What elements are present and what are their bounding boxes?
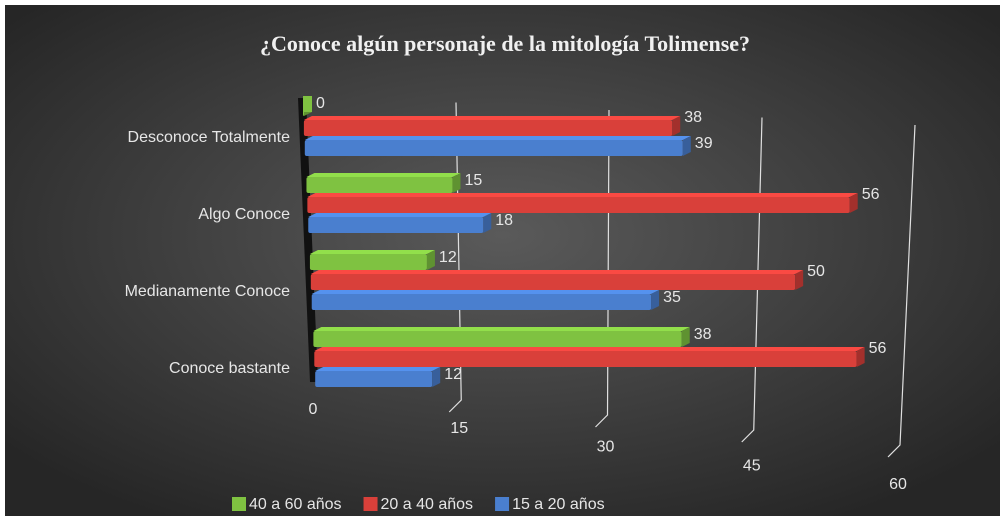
y-tick-label: Conoce bastante bbox=[169, 360, 290, 377]
bar-face bbox=[681, 327, 690, 347]
data-label: 0 bbox=[316, 95, 325, 112]
bar-face bbox=[304, 140, 683, 156]
data-label: 56 bbox=[862, 186, 880, 203]
bar bbox=[307, 193, 858, 213]
bar-face bbox=[313, 331, 682, 347]
bar-face bbox=[314, 351, 857, 367]
bar bbox=[303, 116, 681, 136]
data-label: 38 bbox=[684, 109, 702, 126]
x-tick-label: 15 bbox=[450, 420, 468, 437]
data-label: 18 bbox=[495, 212, 513, 229]
grid-line bbox=[741, 117, 763, 443]
data-label: 39 bbox=[695, 135, 713, 152]
bar-face bbox=[795, 270, 804, 290]
bar-face bbox=[309, 250, 435, 254]
bar-face bbox=[314, 347, 865, 351]
bar bbox=[304, 136, 691, 156]
data-label: 12 bbox=[439, 249, 457, 266]
bar-face bbox=[483, 213, 492, 233]
legend-swatch bbox=[232, 497, 246, 511]
legend-swatch bbox=[363, 497, 378, 511]
x-tick-label: 30 bbox=[597, 439, 615, 456]
x-tick-label: 45 bbox=[743, 457, 761, 474]
axis-wall bbox=[298, 98, 318, 382]
bar-face bbox=[682, 136, 691, 156]
bar bbox=[309, 250, 435, 270]
bar-face bbox=[315, 367, 441, 371]
legend-label: 15 a 20 años bbox=[512, 496, 605, 513]
bar-face bbox=[310, 270, 804, 274]
bar-face bbox=[303, 120, 673, 136]
y-tick-label: Algo Conoce bbox=[198, 206, 290, 223]
chart-title: ¿Conoce algún personaje de la mitología … bbox=[260, 31, 750, 56]
bar-face bbox=[311, 290, 660, 294]
data-label: 35 bbox=[663, 289, 681, 306]
bar-face bbox=[310, 274, 796, 290]
bar-face bbox=[307, 197, 850, 213]
data-label: 50 bbox=[807, 263, 825, 280]
bar-face bbox=[306, 177, 453, 193]
bar-face bbox=[308, 213, 492, 217]
bar-face bbox=[849, 193, 858, 213]
legend-swatch bbox=[495, 497, 510, 511]
grid-line bbox=[887, 124, 916, 458]
bar-face bbox=[306, 173, 461, 177]
bar-face bbox=[856, 347, 865, 367]
data-label: 15 bbox=[464, 172, 482, 189]
bar bbox=[310, 270, 804, 290]
bar-face bbox=[313, 327, 690, 331]
bar bbox=[308, 213, 492, 233]
data-label: 12 bbox=[444, 366, 462, 383]
bar-face bbox=[304, 136, 691, 140]
bar-face bbox=[303, 96, 312, 112]
bar bbox=[314, 347, 865, 367]
data-label: 38 bbox=[694, 326, 712, 343]
bar-face bbox=[303, 116, 681, 120]
bar bbox=[303, 96, 312, 116]
y-tick-label: Medianamente Conoce bbox=[125, 283, 291, 300]
bar-face bbox=[432, 367, 441, 387]
bar-face bbox=[307, 193, 858, 197]
legend-label: 20 a 40 años bbox=[381, 496, 474, 513]
legend-label: 40 a 60 años bbox=[249, 496, 342, 513]
bar-face bbox=[452, 173, 461, 193]
data-label: 56 bbox=[869, 340, 887, 357]
bar-face bbox=[315, 371, 433, 387]
y-tick-label: Desconoce Totalmente bbox=[128, 129, 291, 146]
x-tick-label: 60 bbox=[889, 476, 907, 493]
background bbox=[5, 5, 1000, 516]
bar-face bbox=[426, 250, 435, 270]
bar bbox=[313, 327, 690, 347]
bar bbox=[315, 367, 441, 387]
bar-face bbox=[651, 290, 660, 310]
bar-face bbox=[308, 217, 484, 233]
x-tick-label: 0 bbox=[309, 401, 318, 418]
bar-face bbox=[672, 116, 681, 136]
bar-face bbox=[309, 254, 427, 270]
bar bbox=[306, 173, 461, 193]
bar-face bbox=[311, 294, 652, 310]
bar bbox=[311, 290, 660, 310]
